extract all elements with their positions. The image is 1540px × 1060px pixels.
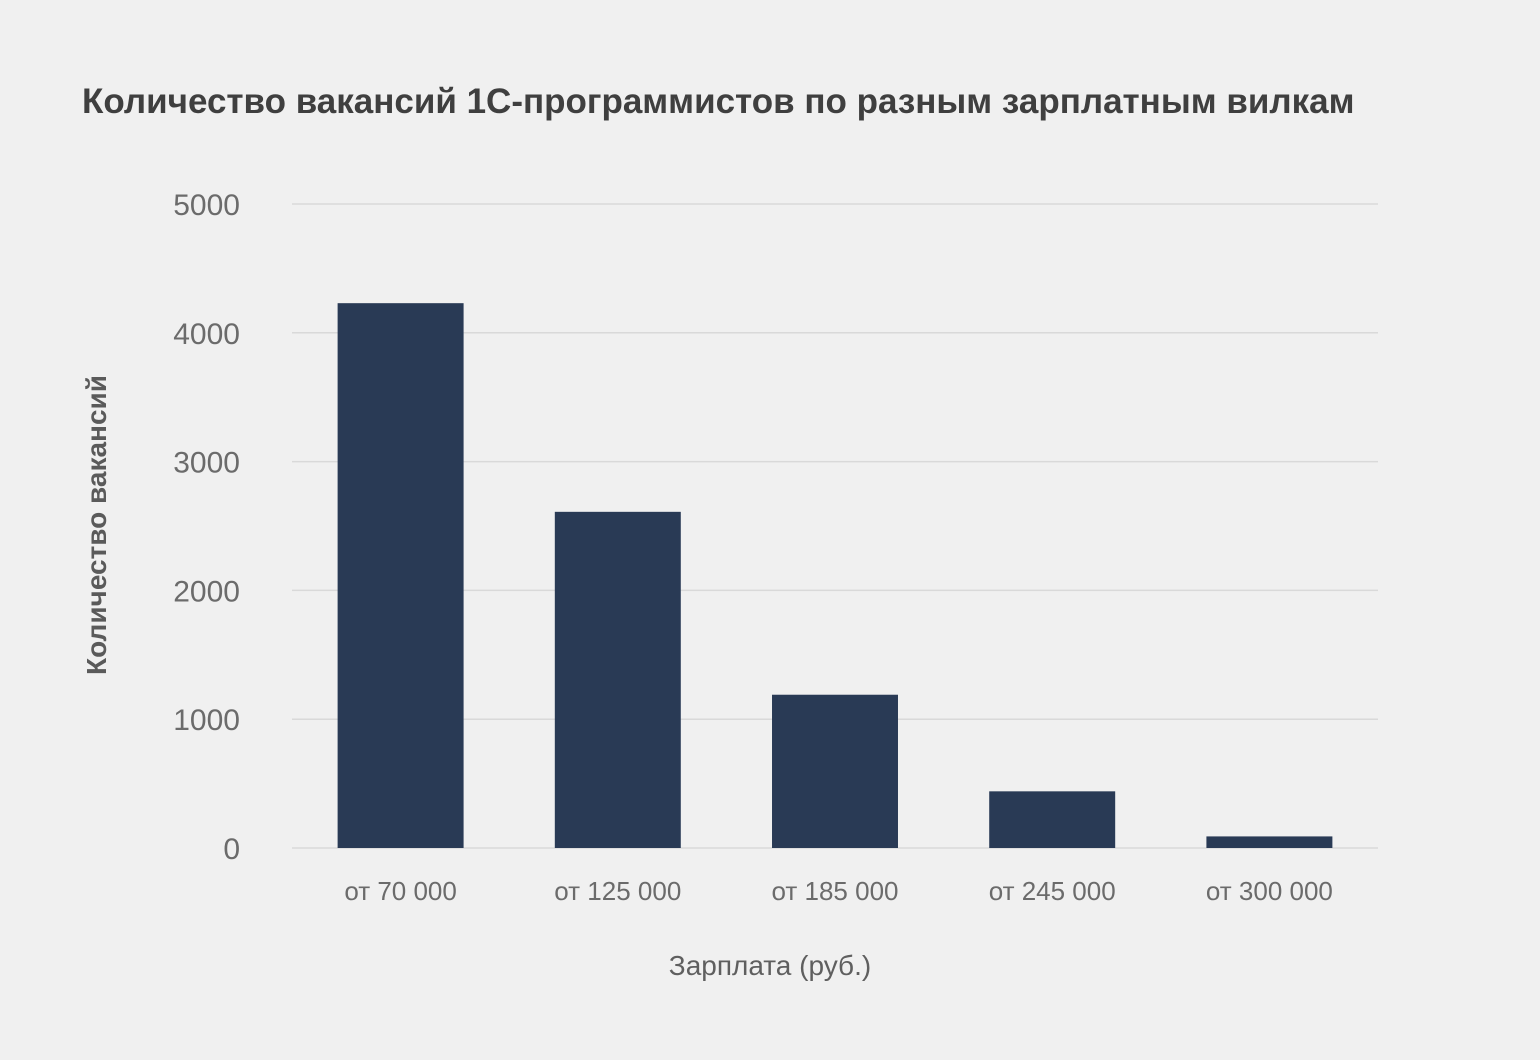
x-tick-label: от 185 000 (771, 876, 898, 906)
x-axis-label: Зарплата (руб.) (669, 950, 871, 981)
x-axis-ticks: от 70 000 от 125 000 от 185 000 от 245 000 о… (344, 876, 1333, 906)
y-axis-label: Количество вакансий (81, 375, 112, 675)
x-tick-label: от 245 000 (989, 876, 1116, 906)
bar-1 (337, 303, 464, 848)
y-tick-label: 3000 (173, 447, 240, 480)
x-tick-label: от 125 000 (554, 876, 681, 906)
y-axis-ticks: 0 1000 2000 3000 4000 5000 (173, 189, 240, 866)
bar-4 (989, 791, 1116, 848)
y-tick-label: 0 (223, 833, 240, 866)
bar-5 (1206, 836, 1333, 848)
bars (337, 303, 1333, 848)
bar-2 (554, 511, 681, 848)
x-tick-label: от 70 000 (344, 876, 457, 906)
y-tick-label: 4000 (173, 318, 240, 351)
y-tick-label: 2000 (173, 575, 240, 608)
x-tick-label: от 300 000 (1206, 876, 1333, 906)
chart-title: Количество вакансий 1С-программистов по … (82, 82, 1355, 121)
bar-3 (772, 694, 898, 848)
y-tick-label: 5000 (173, 189, 240, 222)
y-tick-label: 1000 (173, 704, 240, 737)
